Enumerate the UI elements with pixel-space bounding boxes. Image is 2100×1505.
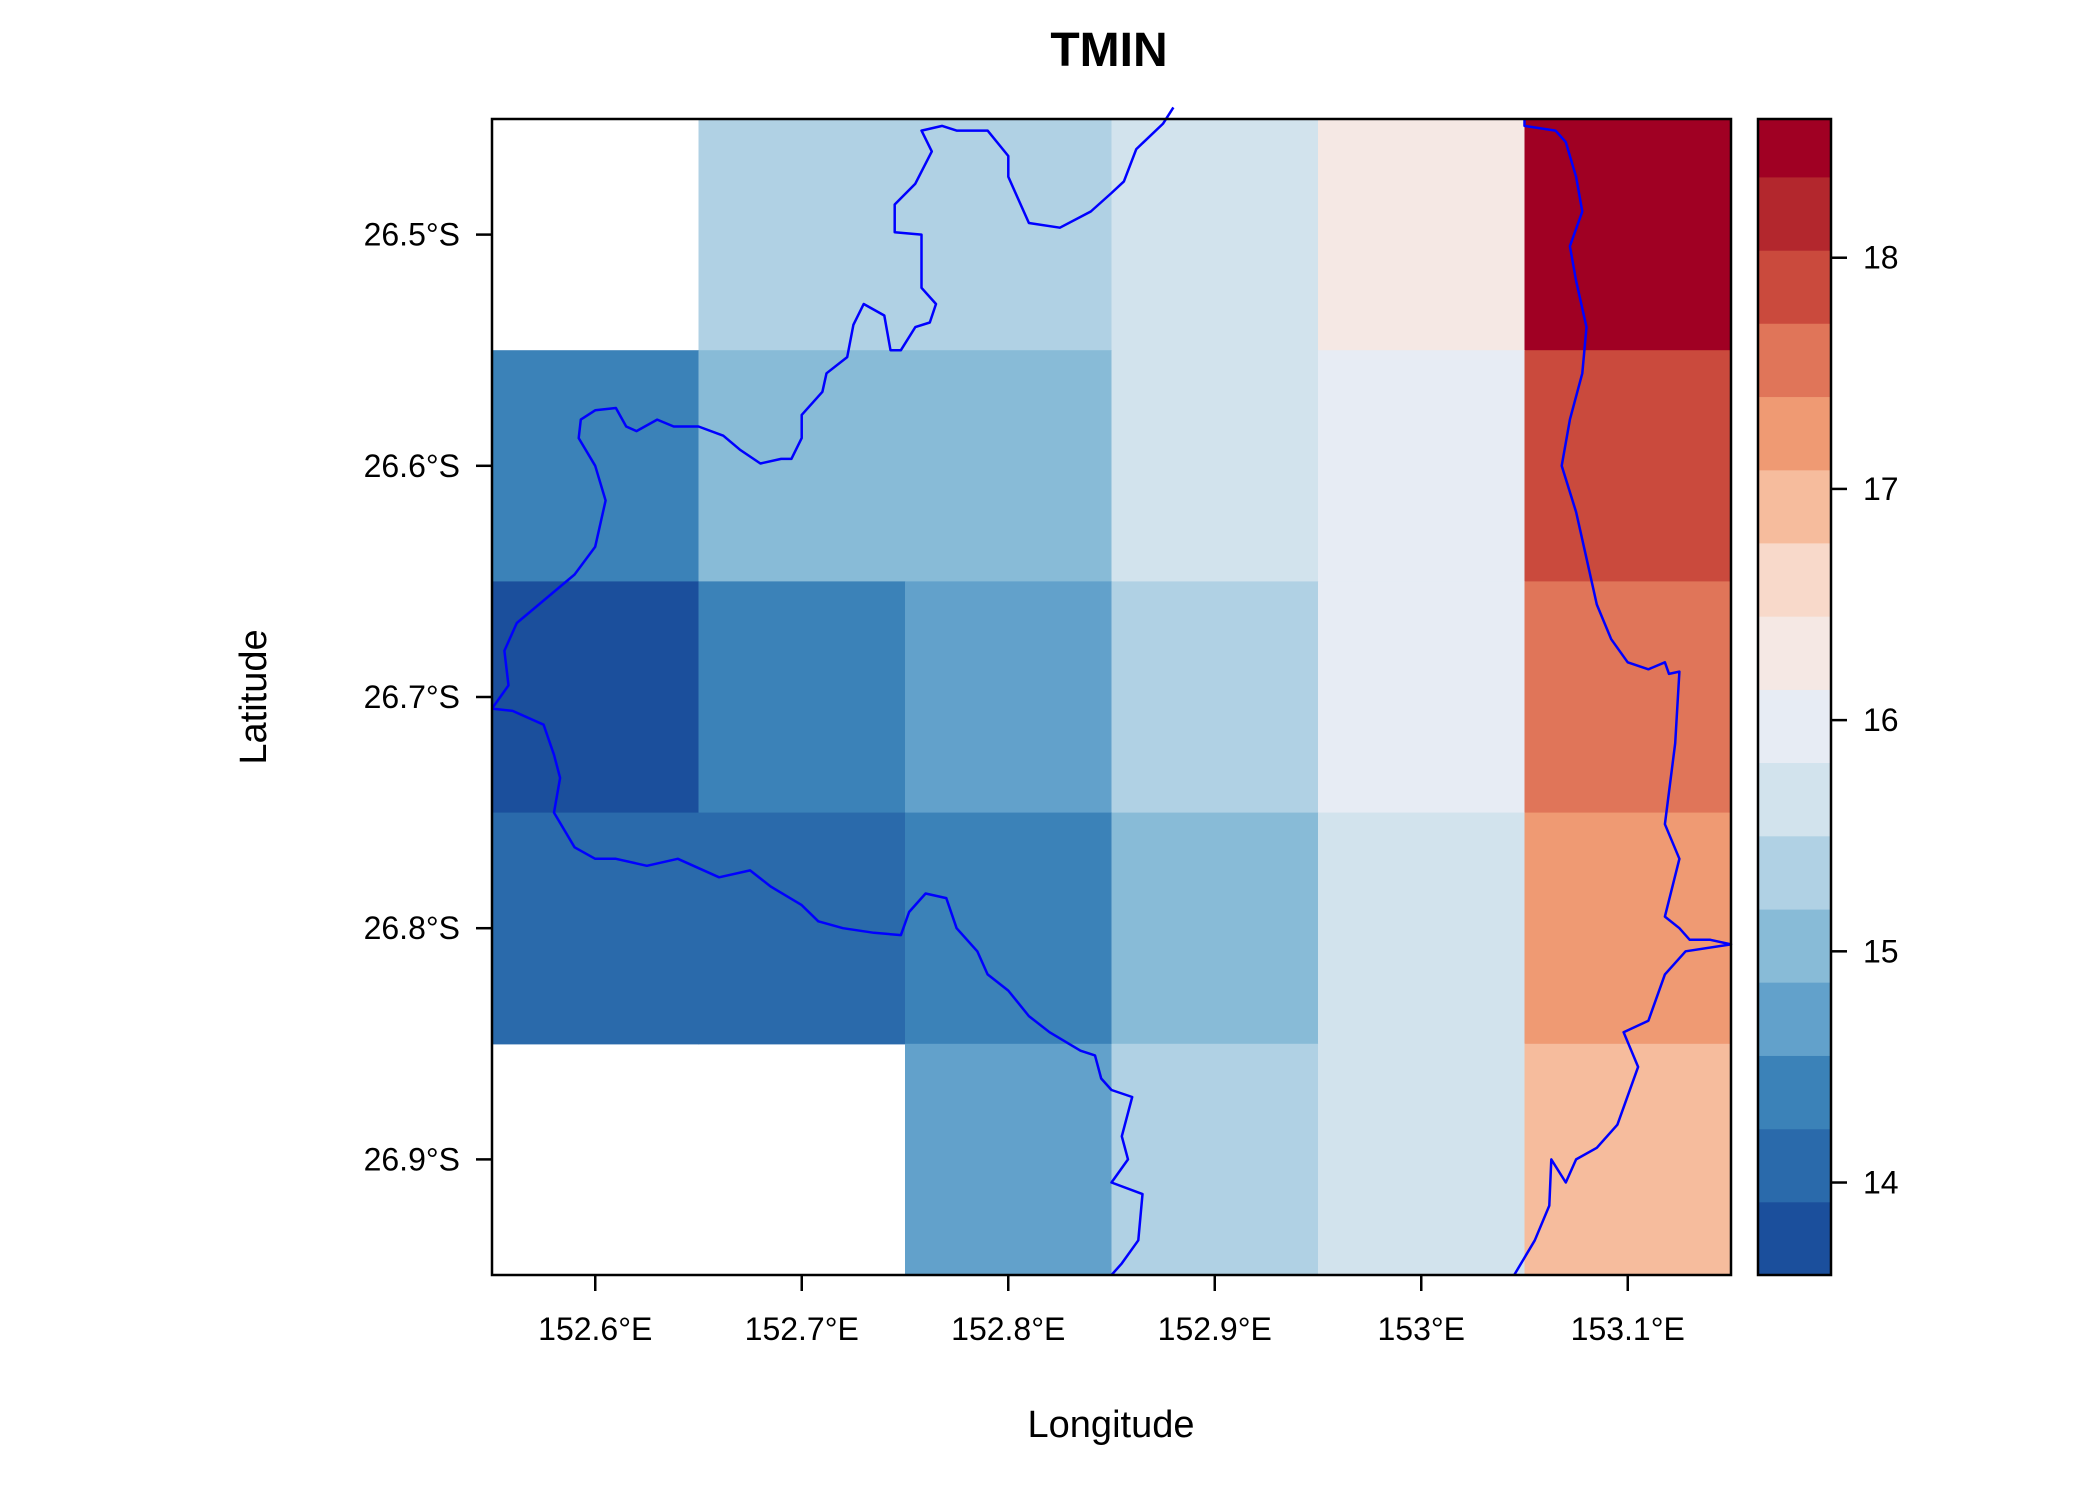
heatmap-cell [1111,119,1319,351]
heatmap-cell [1111,1043,1319,1276]
colorbar-swatch [1758,250,1831,324]
heatmap-cell [1111,812,1319,1045]
x-tick-label: 152.8°E [951,1311,1065,1347]
y-tick-label: 26.9°S [364,1141,460,1177]
heatmap-cell [1318,1043,1526,1276]
heatmap-cell [1524,812,1732,1045]
heatmap-cell [1318,812,1526,1045]
colorbar-swatch [1758,542,1831,617]
colorbar: 14 15 16 17 18 [1756,117,1899,1277]
heatmap-cell [905,350,1113,582]
heatmap-cell [905,812,1113,1045]
heatmap-cell [905,1043,1113,1276]
x-tick-label: 152.7°E [745,1311,859,1347]
region-boundary-north [490,106,1175,710]
colorbar-tick-label: 14 [1863,1165,1899,1201]
y-tick-label: 26.8°S [364,910,460,946]
y-tick-label: 26.7°S [364,679,460,715]
x-tick-label: 152.9°E [1158,1311,1272,1347]
heatmap-cell [1524,1043,1732,1276]
heatmap-cell [905,581,1113,814]
heatmap-cell [1111,350,1319,582]
heatmap-cell [698,119,906,351]
colorbar-swatch [1758,469,1831,544]
heatmap-cell [698,812,906,1045]
colorbar-tick-label: 17 [1863,471,1899,507]
colorbar-swatch [1758,689,1831,764]
colorbar-frame [1756,117,1833,1277]
colorbar-swatch [1758,1055,1831,1130]
region-boundary-south [491,707,1144,1276]
colorbar-swatch [1758,119,1831,178]
colorbar-swatch [1758,1128,1831,1203]
y-axis: 26.5°S 26.6°S 26.7°S 26.8°S 26.9°S [364,217,492,1177]
colorbar-swatch [1758,835,1831,910]
colorbar-tick-label: 15 [1863,933,1899,969]
colorbar-swatch [1758,762,1831,837]
heatmap-cell [698,581,906,814]
coastline [1513,119,1733,1276]
y-tick-label: 26.5°S [364,217,460,253]
chart-title: TMIN [1050,24,1167,77]
y-axis-label: Latitude [233,629,275,764]
colorbar-swatch [1758,616,1831,690]
x-axis-label: Longitude [1028,1404,1195,1446]
colorbar-tick-label: 18 [1863,240,1899,276]
heatmap-cell [492,581,700,814]
x-axis: 152.6°E 152.7°E 152.8°E 152.9°E 153°E 153.1°E [538,1275,1685,1347]
x-tick-label: 153.1°E [1571,1311,1685,1347]
x-tick-label: 153°E [1377,1311,1465,1347]
heatmap-cell [1524,119,1732,351]
heatmap-cell [905,119,1113,351]
heatmap-cell [1318,581,1526,814]
heatmap-cell [698,350,906,582]
colorbar-swatch [1758,176,1831,251]
heatmap-cell [1318,119,1526,351]
colorbar-tick-label: 16 [1863,702,1899,738]
heatmap-cell [1524,581,1732,814]
colorbar-swatch [1758,396,1831,471]
region-boundaries [490,106,1733,1276]
heatmap-cell [1318,350,1526,582]
colorbar-swatch [1758,1201,1831,1276]
x-tick-label: 152.6°E [538,1311,652,1347]
colorbar-swatch [1758,982,1831,1056]
colorbar-swatch [1758,323,1831,398]
y-tick-label: 26.6°S [364,448,460,484]
heatmap-cell [1524,350,1732,582]
colorbar-swatch [1758,909,1831,983]
heatmap-cells [492,119,1732,1276]
heatmap-cell [1111,581,1319,814]
heatmap-cell [492,812,700,1045]
